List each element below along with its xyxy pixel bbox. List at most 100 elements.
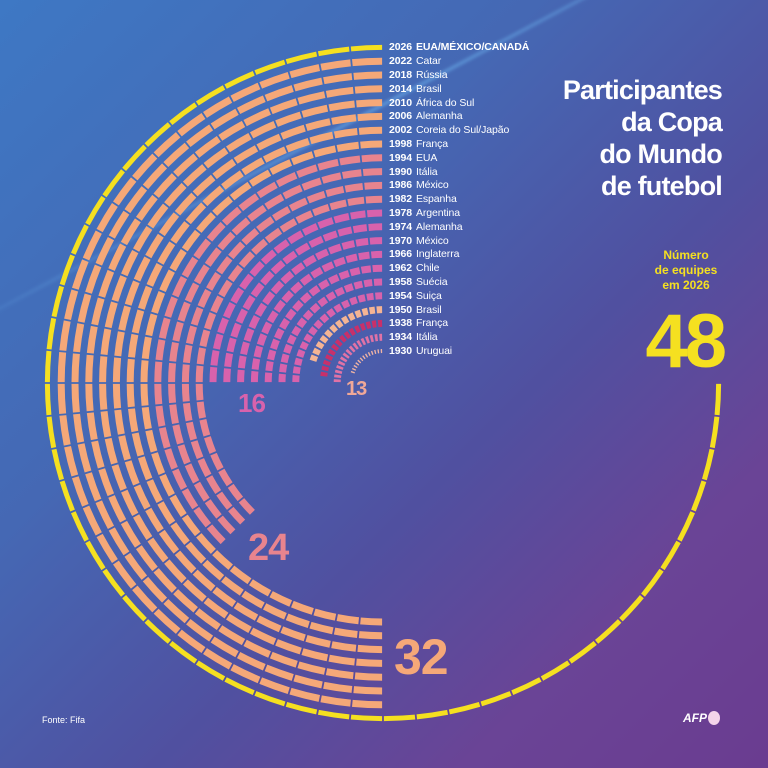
team-segment xyxy=(172,276,188,298)
team-segment xyxy=(279,318,290,330)
team-segment xyxy=(193,506,212,528)
team-segment xyxy=(229,565,252,585)
team-segment xyxy=(192,569,216,592)
team-segment xyxy=(480,691,512,707)
ring-1998 xyxy=(140,140,383,626)
edition-year: 1978 xyxy=(389,207,412,219)
team-segment xyxy=(169,102,198,125)
team-segment xyxy=(46,416,57,449)
team-segment xyxy=(112,383,122,409)
team-segment xyxy=(124,460,140,486)
ring-1930 xyxy=(350,349,383,374)
team-segment xyxy=(351,367,357,371)
team-segment xyxy=(108,495,127,523)
team-segment xyxy=(264,227,283,244)
team-segment xyxy=(281,290,294,303)
team-segment xyxy=(203,96,233,118)
edition-label: 2022 Catar xyxy=(389,55,441,67)
team-segment xyxy=(357,644,383,654)
team-segment xyxy=(204,499,222,519)
team-segment xyxy=(206,475,222,494)
subtitle-line: de equipes xyxy=(654,263,718,277)
ring-1978 xyxy=(209,209,383,383)
team-segment xyxy=(269,591,293,607)
team-segment xyxy=(192,174,216,197)
team-segment xyxy=(250,282,265,298)
team-segment xyxy=(317,46,350,57)
team-segment xyxy=(108,527,130,556)
team-segment xyxy=(96,203,118,233)
team-segment xyxy=(226,337,237,353)
team-segment xyxy=(328,274,340,285)
team-segment xyxy=(341,169,362,179)
team-segment xyxy=(595,619,622,644)
team-segment xyxy=(261,321,273,335)
team-segment xyxy=(383,714,416,722)
team-segment xyxy=(313,319,324,330)
team-segment xyxy=(301,177,322,191)
team-segment xyxy=(140,360,149,383)
team-segment xyxy=(182,402,193,422)
team-segment xyxy=(164,182,187,207)
edition-label: 1990 Itália xyxy=(389,166,438,178)
team-segment xyxy=(250,370,259,383)
team-segment xyxy=(86,325,98,354)
team-segment xyxy=(138,285,153,310)
team-segment xyxy=(91,297,105,326)
team-segment xyxy=(339,356,348,363)
ring-1954 xyxy=(292,292,383,383)
team-segment xyxy=(262,291,276,306)
team-segment xyxy=(339,155,361,166)
team-segment xyxy=(370,250,383,259)
team-segment xyxy=(164,559,187,584)
team-segment xyxy=(265,360,274,372)
team-segment xyxy=(256,333,268,346)
annotation-13: 13 xyxy=(346,378,367,400)
team-segment xyxy=(355,237,369,247)
team-segment xyxy=(295,242,311,256)
edition-label: 1958 Suécia xyxy=(389,276,448,288)
edition-label: 2010 África do Sul xyxy=(389,97,474,109)
team-segment xyxy=(210,295,224,314)
edition-host: Catar xyxy=(415,55,442,68)
team-segment xyxy=(217,515,236,535)
team-segment xyxy=(361,307,369,316)
team-segment xyxy=(292,300,304,312)
team-segment xyxy=(194,135,221,158)
team-segment xyxy=(163,142,190,168)
team-segment xyxy=(140,383,149,406)
team-segment xyxy=(350,714,383,722)
team-segment xyxy=(133,514,153,540)
team-segment xyxy=(360,617,383,626)
team-segment xyxy=(194,608,221,631)
edition-host: EUA/MÉXICO/CANADÁ xyxy=(415,41,530,54)
team-segment xyxy=(224,677,255,696)
team-segment xyxy=(223,302,236,319)
team-segment xyxy=(206,221,226,242)
team-segment xyxy=(146,262,163,287)
team-segment xyxy=(312,347,321,356)
ring-1994 xyxy=(154,154,383,545)
team-segment xyxy=(77,443,92,473)
team-segment xyxy=(196,401,207,419)
team-segment xyxy=(59,254,75,286)
team-segment xyxy=(709,416,720,449)
team-segment xyxy=(275,639,302,655)
edition-host: México xyxy=(415,179,449,192)
team-segment xyxy=(272,206,291,222)
team-segment xyxy=(333,303,343,313)
edition-host: Brasil xyxy=(415,303,442,316)
team-segment xyxy=(285,138,310,153)
team-segment xyxy=(172,321,184,342)
team-segment xyxy=(349,267,361,277)
team-segment xyxy=(122,595,147,622)
team-segment xyxy=(226,613,252,633)
team-segment xyxy=(153,132,181,158)
team-segment xyxy=(269,98,298,115)
team-segment xyxy=(170,221,190,244)
team-segment xyxy=(71,353,80,383)
team-segment xyxy=(197,458,212,477)
edition-year: 1966 xyxy=(389,248,412,261)
team-segment xyxy=(357,112,383,122)
